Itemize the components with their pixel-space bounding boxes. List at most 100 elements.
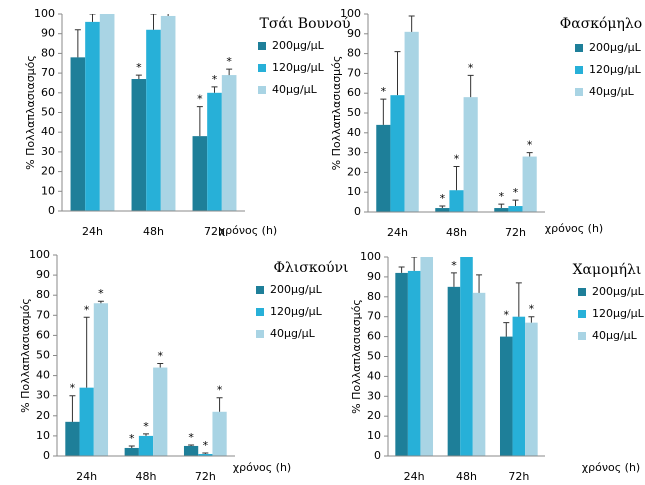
bar [376, 124, 391, 212]
legend-swatch [258, 64, 266, 72]
y-tick-label: 60 [41, 86, 55, 99]
significance-mark: * [381, 85, 387, 98]
legend-swatch [578, 310, 586, 318]
significance-mark: * [504, 309, 510, 322]
error-bar [503, 322, 510, 337]
error-bar [188, 444, 195, 446]
y-tick-label: 70 [36, 308, 50, 321]
x-tick-label: 48h [143, 225, 164, 238]
bar [183, 445, 199, 456]
y-tick-label: 40 [367, 369, 381, 382]
y-tick-label: 70 [367, 310, 381, 323]
error-bar [157, 363, 164, 368]
error-bar [515, 282, 522, 317]
significance-mark: * [451, 259, 457, 272]
error-bar [226, 68, 233, 76]
bar [404, 31, 419, 212]
error-bar [424, 253, 430, 257]
bar [79, 387, 94, 456]
y-tick-label: 80 [347, 47, 361, 60]
error-bar [216, 397, 223, 412]
significance-mark: * [499, 190, 505, 203]
legend-label: 40μg/μL [270, 327, 316, 340]
chart-title: Φλισκούνι [273, 260, 348, 276]
significance-mark: * [212, 73, 218, 86]
legend-label: 200μg/μL [270, 283, 323, 296]
error-bar [167, 14, 169, 16]
y-tick-label: 50 [347, 106, 361, 119]
legend-swatch [258, 42, 266, 50]
significance-mark: * [129, 432, 135, 445]
bar [420, 257, 434, 456]
bar [508, 206, 523, 212]
error-bar [498, 203, 505, 209]
legend-swatch [575, 88, 583, 96]
y-axis-label: % Πολλαπλασιασμός [350, 299, 363, 414]
plot-area [376, 15, 537, 212]
bar [460, 257, 473, 456]
error-bar [398, 266, 405, 273]
y-tick-label: 0 [43, 449, 50, 462]
x-axis-label: χρόνος (h) [219, 224, 277, 237]
x-tick-label: 48h [446, 226, 467, 239]
y-tick-label: 50 [367, 350, 381, 363]
y-tick-label: 20 [36, 409, 50, 422]
error-bar [143, 433, 149, 436]
y-tick-label: 100 [340, 7, 361, 20]
x-tick-label: 24h [387, 226, 408, 239]
bar [192, 136, 208, 211]
bar [449, 190, 464, 212]
error-bar [83, 316, 90, 388]
y-tick-label: 80 [36, 288, 50, 301]
error-bar [408, 15, 415, 32]
x-tick-label: 24h [76, 470, 97, 483]
bar [138, 435, 154, 456]
legend-swatch [256, 330, 264, 338]
y-tick-label: 30 [367, 389, 381, 402]
x-tick-label: 24h [82, 225, 103, 238]
plot-area [395, 253, 538, 456]
legend-label: 200μg/μL [592, 285, 645, 298]
bar [522, 156, 537, 212]
error-bar [464, 253, 470, 257]
bar [131, 79, 147, 211]
error-bar [467, 74, 474, 98]
significance-mark: * [136, 61, 142, 74]
significance-mark: * [440, 192, 446, 205]
bar [207, 92, 222, 211]
legend-swatch [578, 332, 586, 340]
error-bar [394, 51, 401, 96]
legend-swatch [256, 286, 264, 294]
significance-mark: * [454, 152, 460, 165]
y-tick-label: 90 [347, 27, 361, 40]
bar [85, 21, 100, 211]
significance-mark: * [157, 350, 163, 363]
y-tick-label: 70 [347, 66, 361, 79]
error-bar [528, 316, 535, 323]
error-bar [476, 274, 483, 293]
y-axis-label: % Πολλαπλασιασμός [19, 298, 32, 413]
significance-mark: * [513, 186, 519, 199]
error-bar [74, 29, 81, 58]
bar [124, 447, 139, 456]
y-tick-label: 10 [41, 184, 55, 197]
legend-label: 120μg/μL [272, 61, 325, 74]
error-bar [150, 14, 157, 30]
y-tick-label: 10 [347, 185, 361, 198]
error-bar [128, 445, 135, 448]
y-tick-label: 100 [360, 250, 381, 263]
x-tick-label: 72h [204, 225, 225, 238]
y-tick-label: 30 [41, 145, 55, 158]
legend-label: 120μg/μL [592, 307, 645, 320]
y-tick-label: 0 [48, 204, 55, 217]
error-bar [450, 272, 457, 287]
error-bar [411, 257, 418, 271]
legend-label: 40μg/μL [589, 85, 635, 98]
y-tick-label: 60 [367, 330, 381, 343]
y-tick-label: 60 [36, 328, 50, 341]
error-bar [439, 205, 446, 209]
bar [447, 286, 461, 456]
error-bar [196, 106, 203, 137]
y-tick-label: 80 [41, 46, 55, 59]
bar [390, 95, 405, 212]
